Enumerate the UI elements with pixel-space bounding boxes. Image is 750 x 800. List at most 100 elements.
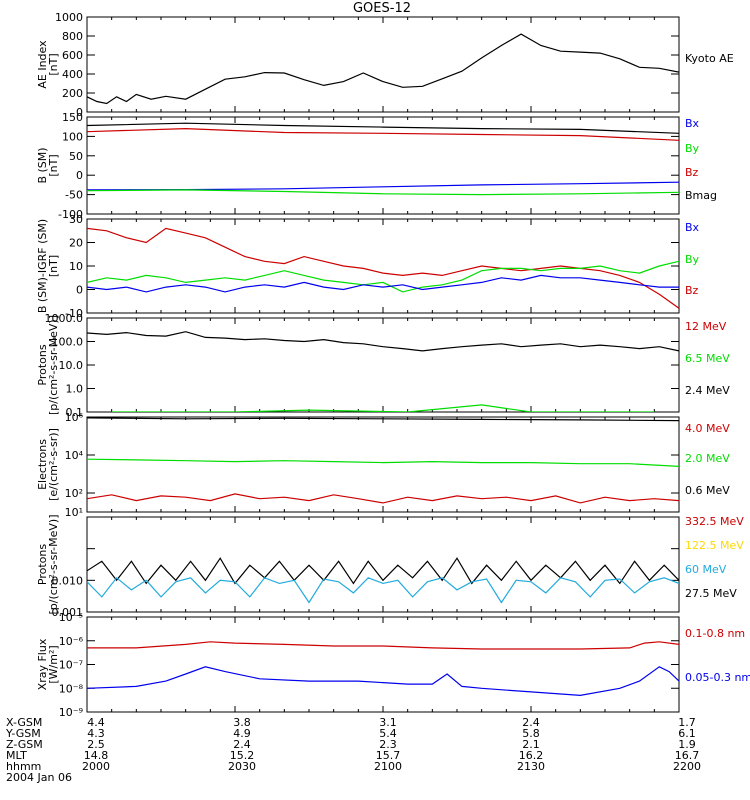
y-tick-label: 10⁴: [65, 449, 84, 462]
y-axis-label-line: AE Index: [36, 40, 49, 89]
y-tick-label: 200: [62, 87, 83, 100]
footer-value: 1.9: [678, 738, 696, 751]
series-line-by: [87, 189, 679, 196]
y-tick-label: 10⁻⁸: [59, 682, 84, 695]
y-axis-label: B (SM)[nT]: [36, 147, 60, 183]
series-line-27-5-mev: [87, 557, 679, 585]
footer-value: 5.4: [379, 727, 397, 740]
footer-value: 2000: [82, 760, 110, 773]
y-tick-label: 50: [69, 150, 83, 163]
y-axis-label: B (SM)-IGRF (SM)[nT]: [36, 219, 60, 313]
legend-0-6-mev: 0.6 MeV: [685, 484, 730, 497]
legend-332-5-mev: 332.5 MeV: [685, 515, 744, 528]
panel-frame: [86, 317, 680, 413]
footer-value: 2130: [517, 760, 545, 773]
footer-value: 2.3: [379, 738, 397, 751]
series-line-0-6-mev: [87, 417, 679, 422]
legend-bmag: Bmag: [685, 189, 717, 202]
y-tick-label: 150: [62, 111, 83, 124]
legend-27-5-mev: 27.5 MeV: [685, 587, 737, 600]
legend-bz: Bz: [685, 166, 699, 179]
series-line-0-1-0-8-nm: [87, 641, 679, 650]
footer-value: 2.1: [522, 738, 540, 751]
legend-2-0-mev: 2.0 MeV: [685, 452, 730, 465]
footer-value: 16.2: [519, 749, 544, 762]
footer-value: 2.4: [522, 716, 540, 729]
series-line-bx: [87, 274, 679, 293]
y-tick-label: 1000.0: [45, 312, 84, 325]
legend-60-mev: 60 MeV: [685, 563, 727, 576]
footer-row-label: hhmm: [6, 760, 41, 773]
footer-value: 4.4: [87, 716, 105, 729]
y-tick-label: -10: [65, 307, 83, 320]
y-axis-label-line: [p/(cm²-s-sr-MeV)]: [47, 315, 60, 415]
legend-6-5-mev: 6.5 MeV: [685, 352, 730, 365]
y-tick-label: 1000: [55, 11, 83, 24]
footer-value: 6.1: [678, 727, 696, 740]
legend-4-0-mev: 4.0 MeV: [685, 422, 730, 435]
series-line-bmag: [87, 122, 679, 134]
y-axis-label: AE Index[nT]: [36, 40, 60, 89]
y-tick-label: 100.0: [52, 336, 84, 349]
y-tick-label: 400: [62, 68, 83, 81]
panel-bsm: -100 -50 0 50 100 150 B (SM)[nT] Bx By Bz Bmag: [36, 111, 717, 221]
series-line-4-0-mev: [87, 493, 679, 504]
panel-frame: [86, 416, 680, 513]
footer-value: 4.3: [87, 727, 105, 740]
footer-value: 3.8: [233, 716, 251, 729]
footer-row-label: Y-GSM: [5, 727, 41, 740]
panel-electrons: 10¹ 10² 10⁴ 10⁶ Electrons[e/(cm²-s-sr)] 4.0 M…: [36, 411, 730, 519]
y-tick-label: 10.0: [59, 359, 84, 372]
panel-bgrf: -10 0 10 20 30 B (SM)-IGRF (SM)[nT] Bx By Bz: [36, 213, 700, 320]
panel-frame: [86, 616, 680, 713]
footer-value: 5.8: [522, 727, 540, 740]
legend-by: By: [685, 142, 700, 155]
series-line-60-mev: [87, 576, 679, 604]
footer-date: 2004 Jan 06: [6, 771, 72, 784]
y-axis-label-line: Xray Flux: [36, 638, 49, 690]
legend-by: By: [685, 253, 700, 266]
y-axis-label-line: [e/(cm²-s-sr)]: [47, 428, 60, 501]
y-tick-label: 10⁻⁵: [59, 611, 83, 624]
y-axis-label-line: [nT]: [47, 154, 60, 176]
legend-bz: Bz: [685, 284, 699, 297]
y-tick-label: 0: [76, 284, 83, 297]
y-tick-label: -50: [65, 189, 83, 202]
legend-kyoto-ae: Kyoto AE: [685, 52, 734, 65]
panel-ae: 0 200 400 600 800 1000 AE Index[nT] Kyoto AE: [36, 11, 734, 119]
y-axis-label-line: Protons: [36, 344, 49, 385]
y-axis-label: Protons[p/(cm²-s-sr-MeV)]: [36, 515, 60, 615]
series-line-kyoto-ae: [87, 33, 679, 105]
panel-xray: 10⁻⁹ 10⁻⁸ 10⁻⁷ 10⁻⁶ 10⁻⁵ Xray Flux[W/m²] 0.1-0…: [36, 611, 750, 719]
footer-row-label: X-GSM: [6, 716, 42, 729]
panel-frame: [86, 116, 680, 215]
y-tick-label: 0: [76, 169, 83, 182]
y-tick-label: 30: [69, 213, 83, 226]
y-tick-label: 800: [62, 30, 83, 43]
panel-frame: [86, 218, 680, 314]
y-tick-label: 20: [69, 237, 83, 250]
panel-protons_low: 0.11.010.0100.01000.0Protons[p/(cm²-s-sr…: [36, 312, 730, 419]
series-line-by: [87, 260, 679, 293]
y-axis-label-line: B (SM)-IGRF (SM): [36, 219, 49, 313]
footer-value: 14.8: [84, 749, 109, 762]
y-axis-label: Protons[p/(cm²-s-sr-MeV)]: [36, 315, 60, 415]
series-line-bz: [87, 227, 679, 309]
legend-2-4-mev: 2.4 MeV: [685, 384, 730, 397]
y-tick-label: 0.1: [66, 406, 84, 419]
series-line-2-4-mev: [87, 331, 679, 352]
footer-value: 4.9: [233, 727, 251, 740]
y-tick-label: 0.010: [52, 574, 84, 587]
y-tick-label: 10⁶: [65, 411, 84, 424]
series-line-2-0-mev: [87, 458, 679, 467]
footer-value: 2100: [374, 760, 402, 773]
y-tick-label: 10¹: [65, 506, 83, 519]
footer-value: 2030: [228, 760, 256, 773]
y-tick-label: 10²: [65, 487, 83, 500]
series-line-bx: [87, 181, 679, 191]
y-axis-label: Electrons[e/(cm²-s-sr)]: [36, 428, 60, 501]
y-axis-label-line: Protons: [36, 544, 49, 585]
y-axis-label-line: [W/m²]: [47, 645, 60, 683]
